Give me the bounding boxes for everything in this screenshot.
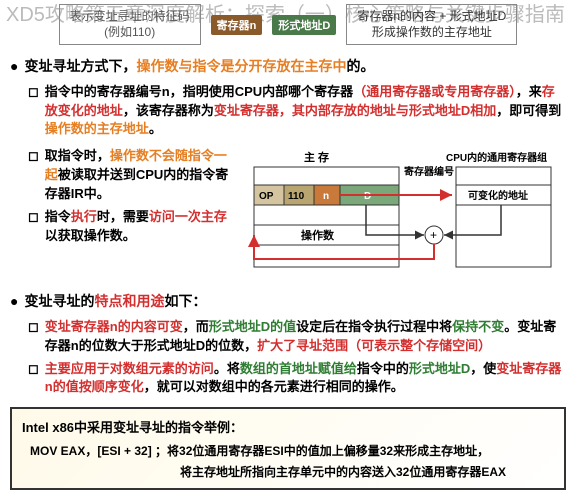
adder-plus: +: [430, 228, 437, 242]
t: ，来: [516, 84, 542, 99]
sub2-2-text: 主要应用于对数组元素的访问。将数组的首地址赋值给指令中的形式地址D，使变址寄存器…: [45, 360, 566, 398]
reg-group-rect: [456, 167, 551, 267]
t: 。: [149, 121, 162, 136]
top-right-line2: 形成操作数的主存地址: [357, 25, 506, 41]
t: 取指令时: [45, 148, 97, 163]
n-text: n: [323, 191, 329, 202]
reg-group-title: CPU内的通用寄存器组: [446, 151, 547, 164]
t: 变址寻址的: [24, 293, 94, 309]
t: 被读取并送到CPU内的指令寄存器IR中。: [45, 167, 228, 201]
t: 。将: [214, 361, 240, 376]
mem-title: 主 存: [304, 150, 329, 164]
t: 扩大了寻址范围（可表示整个存储空间）: [257, 338, 491, 353]
arrow-d-to-add: [366, 205, 424, 235]
main2-text: 变址寻址的特点和用途如下：: [24, 292, 206, 312]
bullet-square: ◻: [28, 83, 39, 140]
bullet-square: ◻: [28, 360, 39, 398]
code-text: 110: [288, 191, 305, 202]
t: ，即可得到: [496, 103, 561, 118]
t: 设定后在指令执行过程中将: [296, 319, 452, 334]
reg-label: 寄存器n: [211, 15, 263, 35]
diagram-svg: 主 存 OP 110 n D 操作数 CPU内的通用寄存器组 可变化的地址: [246, 147, 566, 280]
bullet-dot: ●: [10, 57, 18, 77]
t: ，使: [470, 361, 496, 376]
intel-line-1: MOV EAX，[ESI + 32] ；将32位通用寄存器ESI中的值加上偏移量…: [22, 442, 554, 459]
bullet-square: ◻: [28, 147, 39, 204]
t: 形式地址D的值: [209, 319, 296, 334]
t: 变址寻址方式下，: [24, 58, 136, 74]
diag-sub-2: ◻ 指令执行时，需要访问一次主存以获取操作数。: [28, 208, 238, 246]
t: 以获取操作数。: [45, 228, 136, 243]
top-left-box: 表示变址寻址的特征码 (例如110): [59, 4, 201, 45]
content-root: 表示变址寻址的特征码 (例如110) 寄存器n 形式地址D 寄存器n的内容 + …: [0, 0, 576, 490]
diag-s2: 指令执行时，需要访问一次主存以获取操作数。: [45, 208, 238, 246]
arrow-add-to-operand: [254, 235, 434, 259]
t: ，: [97, 148, 110, 163]
addressing-diagram: 主 存 OP 110 n D 操作数 CPU内的通用寄存器组 可变化的地址: [246, 147, 556, 277]
sub-bullet-1-1: ◻ 指令中的寄存器编号n，指明使用CPU内部哪个寄存器（通用寄存器或专用寄存器）…: [0, 81, 576, 142]
t: ，而: [183, 319, 209, 334]
t: 保持不变: [452, 319, 504, 334]
disp-label: 形式地址D: [272, 15, 336, 35]
t: 特点和用途: [94, 293, 164, 309]
t: 数组的首地址赋值给: [240, 361, 357, 376]
top-right-box: 寄存器n的内容 + 形式地址D 形成操作数的主存地址: [346, 4, 517, 45]
intel-code: MOV EAX，[ESI + 32] ；: [30, 444, 167, 458]
diag-sub-1: ◻ 取指令时，操作数不会随指令一起被读取并送到CPU内的指令寄存器IR中。: [28, 147, 238, 204]
t: 的。: [346, 58, 374, 74]
var-addr-text: 可变化的地址: [468, 189, 528, 202]
t: 变址寄存器，其内部存放的地址与形式地址D相加: [214, 103, 496, 118]
diagram-area: ◻ 取指令时，操作数不会随指令一起被读取并送到CPU内的指令寄存器IR中。 ◻ …: [0, 141, 576, 288]
t: 指令中的寄存器编号n，指明使用CPU内部哪个寄存器: [45, 84, 353, 99]
sub-bullet-2-2: ◻ 主要应用于对数组元素的访问。将数组的首地址赋值给指令中的形式地址D，使变址寄…: [0, 358, 576, 400]
t: （通用寄存器或专用寄存器）: [353, 84, 516, 99]
main1-text: 变址寻址方式下，操作数与指令是分开存放在主存中的。: [24, 57, 374, 77]
t: 操作数与指令是分开存放在主存中: [136, 58, 346, 74]
bullet-square: ◻: [28, 208, 39, 246]
t: 时，需要: [97, 209, 149, 224]
operand-text: 操作数: [301, 228, 335, 242]
op-text: OP: [259, 191, 274, 202]
intel-desc1: 将32位通用寄存器ESI中的值加上偏移量32来形成主存地址，: [167, 444, 489, 458]
sub1-1-text: 指令中的寄存器编号n，指明使用CPU内部哪个寄存器（通用寄存器或专用寄存器），来…: [45, 83, 566, 140]
t: 指令: [45, 209, 71, 224]
intel-title: Intel x86中采用变址寻址的指令举例：: [22, 417, 554, 436]
diagram-side-text: ◻ 取指令时，操作数不会随指令一起被读取并送到CPU内的指令寄存器IR中。 ◻ …: [28, 147, 238, 280]
mem-rect: [254, 167, 399, 267]
t: 访问一次主存: [149, 209, 227, 224]
sub-bullet-2-1: ◻ 变址寄存器n的内容可变，而形式地址D的值设定后在指令执行过程中将保持不变。变…: [0, 316, 576, 358]
arrow-reg-to-add: [444, 205, 501, 235]
t: 操作数的主存地址: [45, 121, 149, 136]
top-header-row: 表示变址寻址的特征码 (例如110) 寄存器n 形式地址D 寄存器n的内容 + …: [0, 0, 576, 53]
intel-example-box: Intel x86中采用变址寻址的指令举例： MOV EAX，[ESI + 32…: [10, 407, 566, 490]
sub2-1-text: 变址寄存器n的内容可变，而形式地址D的值设定后在指令执行过程中将保持不变。变址寄…: [45, 318, 566, 356]
t: 主要应用于对数组元素的访问: [45, 361, 214, 376]
t: 形式地址D: [409, 361, 470, 376]
intel-line-2: 将主存地址所指向主存单元中的内容送入32位通用寄存器EAX: [22, 463, 554, 480]
bullet-dot: ●: [10, 292, 18, 312]
top-left-line1: 表示变址寻址的特征码: [70, 9, 190, 25]
reg-no-label: 寄存器编号: [404, 165, 454, 178]
top-right-line1: 寄存器n的内容 + 形式地址D: [357, 9, 506, 25]
top-left-line2: (例如110): [70, 25, 190, 41]
t: 指令中的: [357, 361, 409, 376]
t: ，该寄存器称为: [123, 103, 214, 118]
t: 如下：: [164, 293, 206, 309]
d-text: D: [364, 191, 371, 202]
main-bullet-1: ● 变址寻址方式下，操作数与指令是分开存放在主存中的。: [0, 53, 576, 81]
bullet-square: ◻: [28, 318, 39, 356]
t: ，就可以对数组中的各元素进行相同的操作。: [144, 379, 404, 394]
t: 变址寄存器n的内容可变: [45, 319, 183, 334]
main-bullet-2: ● 变址寻址的特点和用途如下：: [0, 288, 576, 316]
t: 执行: [71, 209, 97, 224]
diag-s1: 取指令时，操作数不会随指令一起被读取并送到CPU内的指令寄存器IR中。: [45, 147, 238, 204]
